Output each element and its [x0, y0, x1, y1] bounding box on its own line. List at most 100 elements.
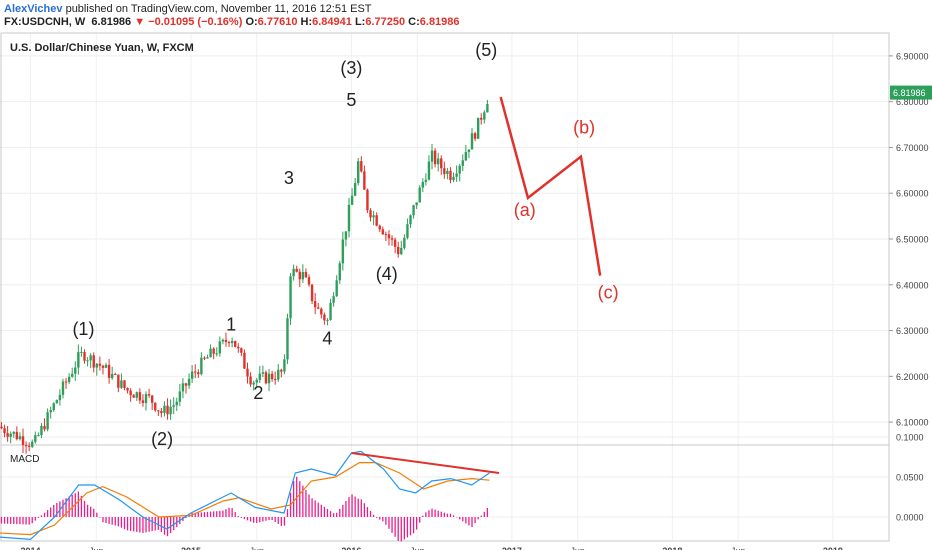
abc-projection-line [499, 96, 602, 276]
candle-body [187, 378, 191, 386]
candle-body [390, 238, 394, 240]
candle-body [421, 181, 424, 188]
candle-body [273, 379, 277, 381]
macd-tick-label: 0.1000 [896, 433, 924, 443]
candle-body [393, 239, 397, 247]
candle-body [184, 383, 188, 386]
candle-body [181, 383, 185, 392]
candle-body [464, 152, 468, 161]
candle-body [350, 195, 354, 205]
time-tick-label: Jun [89, 546, 104, 550]
price-tick-label: 6.20000 [896, 372, 929, 382]
candle-body [467, 149, 471, 153]
close-value: 6.81986 [419, 16, 460, 28]
price-tick-label: 6.10000 [896, 418, 929, 428]
candle-body [249, 376, 252, 385]
wave-label: 1 [226, 315, 236, 335]
time-tick-label: Jun [570, 546, 585, 550]
wave-label: 2 [253, 383, 263, 403]
candle-body [0, 426, 3, 429]
candle-body [317, 307, 320, 309]
candle-body [357, 161, 360, 184]
price-tick-label: 6.90000 [896, 51, 929, 61]
candle-body [326, 319, 329, 321]
candle-body [387, 234, 391, 239]
candle-body [18, 436, 22, 440]
author-link[interactable]: AlexVichev [4, 3, 63, 15]
candle-body [480, 117, 483, 120]
candle-body [80, 351, 83, 353]
candle-body [172, 405, 175, 407]
candle-body [27, 445, 31, 447]
high-value: 6.84941 [312, 16, 352, 28]
candle-body [280, 369, 283, 372]
candle-body [344, 231, 348, 240]
price-tick-label: 6.40000 [896, 280, 929, 290]
candle-body [12, 431, 15, 434]
candle-body [424, 179, 428, 182]
candle-body [58, 394, 62, 401]
candle-body [37, 435, 40, 437]
candle-body [67, 376, 71, 382]
candle-body [341, 239, 345, 264]
candle-body [246, 368, 249, 377]
candle-body [190, 371, 194, 379]
candle-body [120, 380, 123, 388]
candle-body [197, 372, 200, 375]
candle-body [261, 372, 265, 374]
macd-title: MACD [10, 454, 39, 465]
time-tick-label: 2018 [662, 546, 682, 550]
time-tick-label: Jun [410, 546, 425, 550]
macd-axis[interactable]: 0.0000 0.0500 0.1000 [896, 433, 924, 523]
macd-pane-border [0, 444, 890, 542]
symbol-line: FX:USDCNH, W 6.81986 ▼ −0.01095 (−0.16%)… [4, 16, 460, 28]
candle-body [301, 271, 305, 280]
candle-body [455, 173, 458, 177]
candle-body [277, 369, 280, 380]
candle-body [31, 441, 34, 447]
candle-body [375, 215, 378, 226]
time-tick-label: 2016 [341, 546, 361, 550]
candle-body [107, 364, 111, 379]
candle-body [446, 170, 449, 175]
candle-body [486, 103, 489, 113]
candle-body [74, 367, 77, 374]
candle-body [129, 390, 132, 396]
candle-body [310, 284, 314, 302]
price-tick-label: 6.70000 [896, 143, 929, 153]
candle-body [381, 229, 385, 235]
abc-wave-label: (a) [514, 200, 536, 220]
candle-body [126, 387, 129, 391]
candle-body [34, 435, 37, 442]
candle-body [369, 210, 372, 218]
candle-body [243, 352, 246, 369]
candle-body [9, 433, 12, 437]
candle-body [452, 176, 455, 181]
candle-body [114, 373, 117, 375]
candle-body [443, 168, 446, 175]
chart-header: AlexVichev published on TradingView.com,… [0, 0, 932, 30]
wave-label: (3) [340, 58, 362, 78]
candle-body [227, 342, 231, 344]
candle-body [117, 374, 120, 388]
candle-body [43, 425, 46, 430]
candle-body [6, 433, 9, 437]
candle-body [363, 171, 366, 190]
candle-body [329, 302, 332, 320]
candle-body [430, 150, 434, 162]
candle-body [255, 379, 258, 383]
time-axis[interactable]: 2014 Jun 2015 Jun 2016 Jun 2017 Jun 2018 Jun 2019 [20, 546, 842, 550]
price-axis[interactable]: 6.10000 6.20000 6.30000 6.40000 6.50000 6.600… [889, 51, 932, 428]
candle-body [144, 394, 148, 403]
candle-body [154, 402, 157, 411]
candle-body [403, 237, 406, 248]
candle-body [178, 391, 182, 402]
candle-body [157, 410, 160, 412]
macd-line [0, 450, 490, 541]
candle-body [234, 340, 237, 347]
candle-body [160, 411, 163, 413]
wave-label: 5 [346, 90, 356, 110]
candle-body [110, 373, 114, 379]
candle-body [283, 359, 286, 372]
chart-area[interactable]: (1) (2) 1 2 3 4 (3) 5 (4) (5) (a) (b) (c) 6.10000 6.2… [0, 30, 932, 550]
